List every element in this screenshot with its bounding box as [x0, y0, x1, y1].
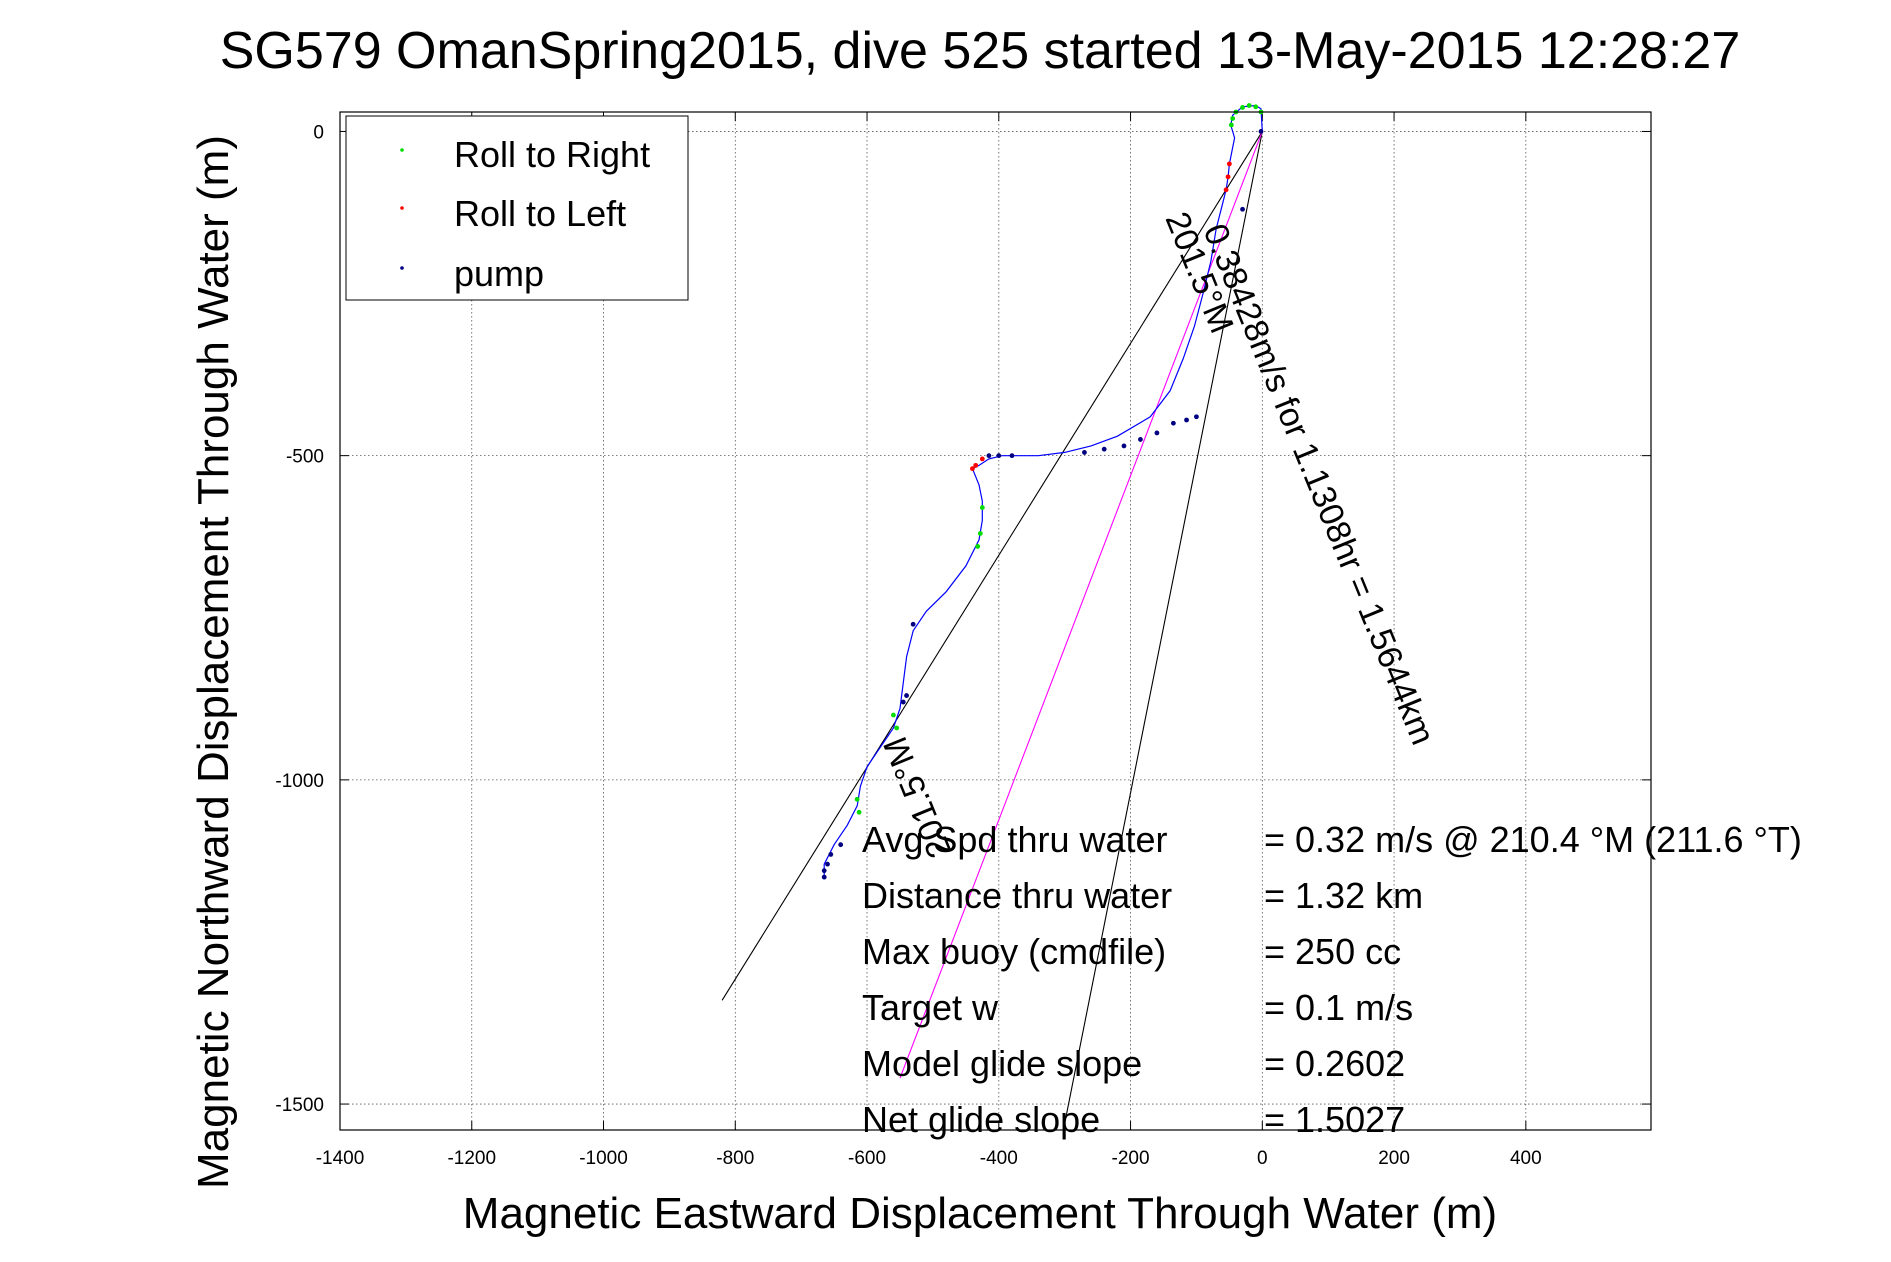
pump-point — [1101, 446, 1107, 452]
roll-left-point — [1226, 161, 1232, 167]
roll-right-point — [977, 531, 983, 536]
info-label: Target w — [862, 987, 999, 1028]
roll-right-point — [854, 796, 860, 802]
x-axis-label: Magnetic Eastward Displacement Through W… — [463, 1189, 1497, 1238]
legend-marker-roll-right — [400, 148, 404, 152]
x-tick-label: -200 — [1112, 1148, 1150, 1169]
pump-point — [1194, 414, 1199, 420]
roll-right-point — [1230, 116, 1236, 121]
roll-right-point — [1228, 122, 1234, 128]
x-tick-label: -1200 — [447, 1148, 496, 1169]
reference-line — [899, 131, 1263, 1079]
roll-right-point — [856, 809, 862, 815]
chart-title: SG579 OmanSpring2015, dive 525 started 1… — [220, 22, 1741, 80]
roll-left-point — [973, 462, 979, 468]
info-value: = 0.32 m/s @ 210.4 °M (211.6 °T) — [1264, 819, 1802, 860]
x-tick-label: -1400 — [316, 1148, 365, 1169]
info-value: = 1.32 km — [1264, 875, 1423, 916]
info-label: Model glide slope — [862, 1043, 1142, 1084]
roll-left-point — [1225, 174, 1231, 180]
pump-point — [996, 453, 1002, 459]
y-axis-label: Magnetic Northward Displacement Through … — [189, 135, 238, 1189]
track-markers — [821, 103, 1264, 880]
y-tick-label: 0 — [313, 122, 324, 143]
y-axis-ticks: 0 -500 -1000 -1500 — [275, 122, 1651, 1116]
pump-point — [821, 868, 827, 874]
reference-line — [721, 131, 1263, 1001]
pump-point — [1138, 437, 1143, 442]
pump-point — [1082, 450, 1087, 455]
legend-marker-roll-left — [400, 206, 404, 210]
info-label: Avg Spd thru water — [862, 819, 1168, 860]
pump-point — [910, 621, 916, 627]
pump-point — [900, 699, 906, 705]
pump-point — [1240, 206, 1245, 212]
legend-marker-pump — [400, 266, 404, 270]
legend: Roll to Right Roll to Left pump — [345, 115, 689, 301]
plot-frame — [339, 111, 1652, 1131]
legend-label-pump: pump — [454, 253, 544, 294]
reference-line — [1064, 131, 1263, 1124]
roll-right-point — [1246, 103, 1252, 108]
x-tick-label: 0 — [1257, 1148, 1268, 1169]
roll-right-point — [890, 712, 896, 718]
dive-summary: Avg Spd thru water = 0.32 m/s @ 210.4 °M … — [862, 819, 1802, 1140]
pump-point — [1184, 417, 1189, 423]
info-label: Max buoy (cmdfile) — [862, 931, 1166, 972]
roll-right-point — [979, 505, 985, 510]
info-value: = 0.1 m/s — [1264, 987, 1413, 1028]
x-tick-label: 400 — [1510, 1148, 1542, 1169]
pump-point — [1170, 420, 1176, 426]
x-tick-label: -1000 — [579, 1148, 628, 1169]
pump-point — [1009, 453, 1015, 459]
y-tick-label: -500 — [286, 447, 324, 468]
roll-right-point — [975, 544, 981, 549]
pump-point — [1154, 430, 1160, 436]
pump-point — [838, 842, 844, 848]
legend-label-roll-left: Roll to Left — [454, 193, 626, 234]
x-tick-label: 200 — [1378, 1148, 1410, 1169]
pump-point — [986, 453, 992, 459]
y-tick-label: -1500 — [275, 1095, 324, 1116]
roll-right-point — [894, 725, 900, 731]
info-value: = 1.5027 — [1264, 1099, 1405, 1140]
y-tick-label: -1000 — [275, 771, 324, 792]
x-tick-label: -400 — [980, 1148, 1018, 1169]
pump-point — [825, 861, 830, 867]
reference-lines — [721, 131, 1263, 1124]
legend-label-roll-right: Roll to Right — [454, 134, 650, 175]
pump-point — [1258, 129, 1264, 134]
pump-point — [904, 693, 909, 698]
roll-left-point — [979, 456, 985, 462]
pump-point — [828, 852, 834, 857]
x-axis-ticks: -1400 -1200 -1000 -800 -600 -400 -200 0 200 400 — [316, 112, 1542, 1169]
roll-right-point — [1253, 104, 1259, 110]
x-tick-label: -600 — [848, 1148, 886, 1169]
info-label: Distance thru water — [862, 875, 1172, 916]
info-value: = 250 cc — [1264, 931, 1401, 972]
info-value: = 0.2602 — [1264, 1043, 1405, 1084]
roll-left-point — [970, 466, 975, 472]
x-tick-label: -800 — [716, 1148, 754, 1169]
roll-left-point — [1223, 187, 1229, 193]
pump-point — [1121, 443, 1127, 449]
pump-point — [821, 874, 827, 880]
roll-right-point — [1240, 105, 1245, 110]
info-label: Net glide slope — [862, 1099, 1100, 1140]
